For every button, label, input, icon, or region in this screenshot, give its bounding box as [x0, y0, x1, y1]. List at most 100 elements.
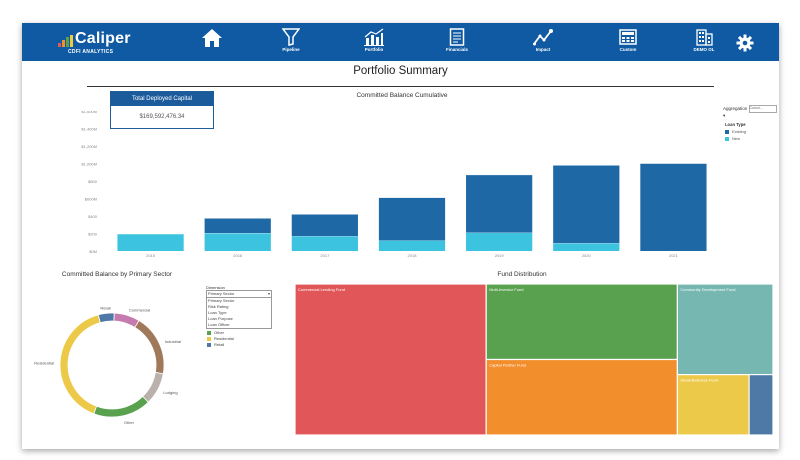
y-tick-label: $1,400M: [81, 127, 97, 132]
gear-icon: [736, 34, 754, 52]
legend-swatch: [207, 336, 211, 341]
sector-legend-item-other[interactable]: Other: [207, 330, 234, 336]
nav-label: Financials: [445, 47, 468, 52]
aggregation-label: Aggregation: [723, 106, 748, 112]
nav-home[interactable]: [182, 26, 242, 59]
y-tick-label: $1,200M: [81, 144, 97, 149]
committed-balance-bar-chart[interactable]: $0M $200 $400 $600M $800 $1,000M $1,200M $1,400…: [77, 111, 717, 261]
dropdown-option[interactable]: Loan Officer: [208, 322, 230, 327]
dropdown-option[interactable]: Loan Purpose: [208, 316, 233, 321]
donut-slice-commercial: [113, 312, 140, 328]
treemap-cell: [485, 358, 678, 435]
donut-slice-lodging: [142, 371, 164, 403]
chevron-down-icon: ▾: [723, 113, 726, 118]
total-deployed-capital-card: Total Deployed Capital $169,592,476.34: [110, 91, 214, 129]
donut-slice-label: Commercial: [129, 308, 150, 313]
dimension-value: Primary Sector: [208, 291, 235, 296]
loan-type-legend-title: Loan Type: [725, 122, 746, 127]
fund-distribution-treemap[interactable]: Commercial Lending Fund Multi-Investor Fu…: [295, 284, 773, 435]
nav-settings[interactable]: [725, 26, 765, 59]
donut-slice-label: Lodging: [163, 390, 177, 395]
x-tick-label: 2019: [495, 253, 505, 258]
y-tick-label: $600M: [85, 197, 97, 202]
nav-impact[interactable]: Impact: [513, 26, 573, 59]
donut-slice-retail: [97, 312, 115, 324]
bar-2020-existing: [553, 165, 620, 244]
donut-slice-residential: [59, 314, 101, 415]
y-tick-label: $400: [88, 214, 98, 219]
dropdown-option[interactable]: Loan Type: [208, 310, 227, 315]
legend-item-existing[interactable]: Existing: [725, 129, 746, 134]
bar-2016-new: [204, 233, 271, 251]
aggregation-select[interactable]: Cumul...: [748, 105, 777, 113]
bar-2019-existing: [466, 174, 533, 233]
treemap-cell-label: Commercial Lending Fund: [298, 287, 345, 292]
bar-2019-new: [466, 232, 533, 251]
legend-item-new[interactable]: New: [725, 136, 740, 141]
treemap-cell: [295, 284, 487, 435]
brand-subtitle: CDFI ANALYTICS: [68, 49, 114, 55]
page-title: Portfolio Summary: [353, 65, 448, 77]
legend-swatch: [725, 129, 729, 134]
legend-label: Residential: [214, 336, 234, 341]
donut-chart-title: Committed Balance by Primary Sector: [61, 271, 173, 278]
kpi-label: Total Deployed Capital: [111, 92, 213, 106]
filter-icon: [282, 28, 300, 46]
calculator-icon: [619, 29, 637, 45]
caliper-logo[interactable]: Caliper CDFI ANALYTICS: [58, 29, 148, 57]
y-tick-label: $800: [88, 179, 98, 184]
kpi-value: $169,592,476.34: [139, 114, 185, 120]
nav-label: Impact: [535, 47, 551, 52]
dropdown-option[interactable]: Primary Sector: [208, 298, 235, 303]
legend-swatch: [725, 136, 729, 141]
donut-slice-label: Retail: [100, 305, 110, 310]
bar-2015-new: [117, 233, 184, 251]
bar-2017-existing: [291, 214, 358, 237]
legend-swatch: [207, 342, 211, 347]
treemap-cell: [676, 373, 750, 435]
dropdown-option[interactable]: Risk Rating: [208, 304, 229, 309]
treemap-cell: [676, 284, 773, 376]
treemap-cell-label: Small Business Fund: [680, 378, 718, 383]
aggregation-control: Aggregation Cumul... ▾: [723, 105, 779, 119]
brand-name: Caliper: [75, 30, 131, 47]
nav-pipeline[interactable]: Pipeline: [261, 26, 321, 59]
treemap-cell-label: Capital Partner Fund: [489, 363, 526, 368]
bar-2017-new: [291, 236, 358, 251]
legend-label: Existing: [732, 129, 747, 134]
bar-2018-new: [378, 240, 446, 251]
sector-legend-item-residential[interactable]: Residential: [207, 336, 234, 342]
chevron-down-icon: ▾: [267, 291, 270, 296]
donut-slice-other: [93, 395, 149, 418]
title-divider: [87, 86, 714, 87]
building-icon: [696, 29, 713, 46]
x-tick-label: 2015: [146, 253, 156, 258]
legend-label: Retail: [214, 342, 225, 347]
bar-2021-existing: [640, 163, 707, 251]
y-tick-label: $0M: [89, 249, 97, 254]
dimension-dropdown-list: Primary Sector Risk Rating Loan Type Loa…: [206, 298, 272, 329]
nav-label: Custom: [619, 47, 637, 52]
treemap-cell-label: Multi-Investor Fund: [489, 287, 523, 292]
nav-financials[interactable]: Financials: [427, 26, 487, 59]
sector-donut-chart[interactable]: Retail Commercial Industrial Lodging Other Re…: [22, 285, 204, 430]
nav-portfolio[interactable]: Portfolio: [344, 26, 404, 59]
legend-swatch: [207, 330, 211, 335]
y-tick-label: $1,600M: [81, 111, 97, 114]
y-tick-label: $200: [88, 232, 98, 237]
document-icon: [449, 28, 465, 46]
home-icon: [202, 29, 222, 47]
dimension-select[interactable]: Primary Sector ▾: [206, 290, 272, 298]
donut-slice-label: Other: [124, 420, 135, 425]
sector-legend-item-retail[interactable]: Retail: [207, 342, 234, 348]
x-tick-label: 2017: [320, 253, 330, 258]
x-tick-label: 2020: [582, 253, 592, 258]
treemap-cell: [485, 284, 678, 361]
donut-slice-industrial: [134, 320, 165, 375]
donut-slice-label: Industrial: [165, 339, 181, 344]
x-tick-label: 2016: [233, 253, 243, 258]
y-tick-label: $1,000M: [81, 162, 97, 167]
nav-label: Pipeline: [282, 47, 300, 52]
nav-demo[interactable]: DEMO OL: [674, 26, 734, 59]
nav-custom[interactable]: Custom: [598, 26, 658, 59]
